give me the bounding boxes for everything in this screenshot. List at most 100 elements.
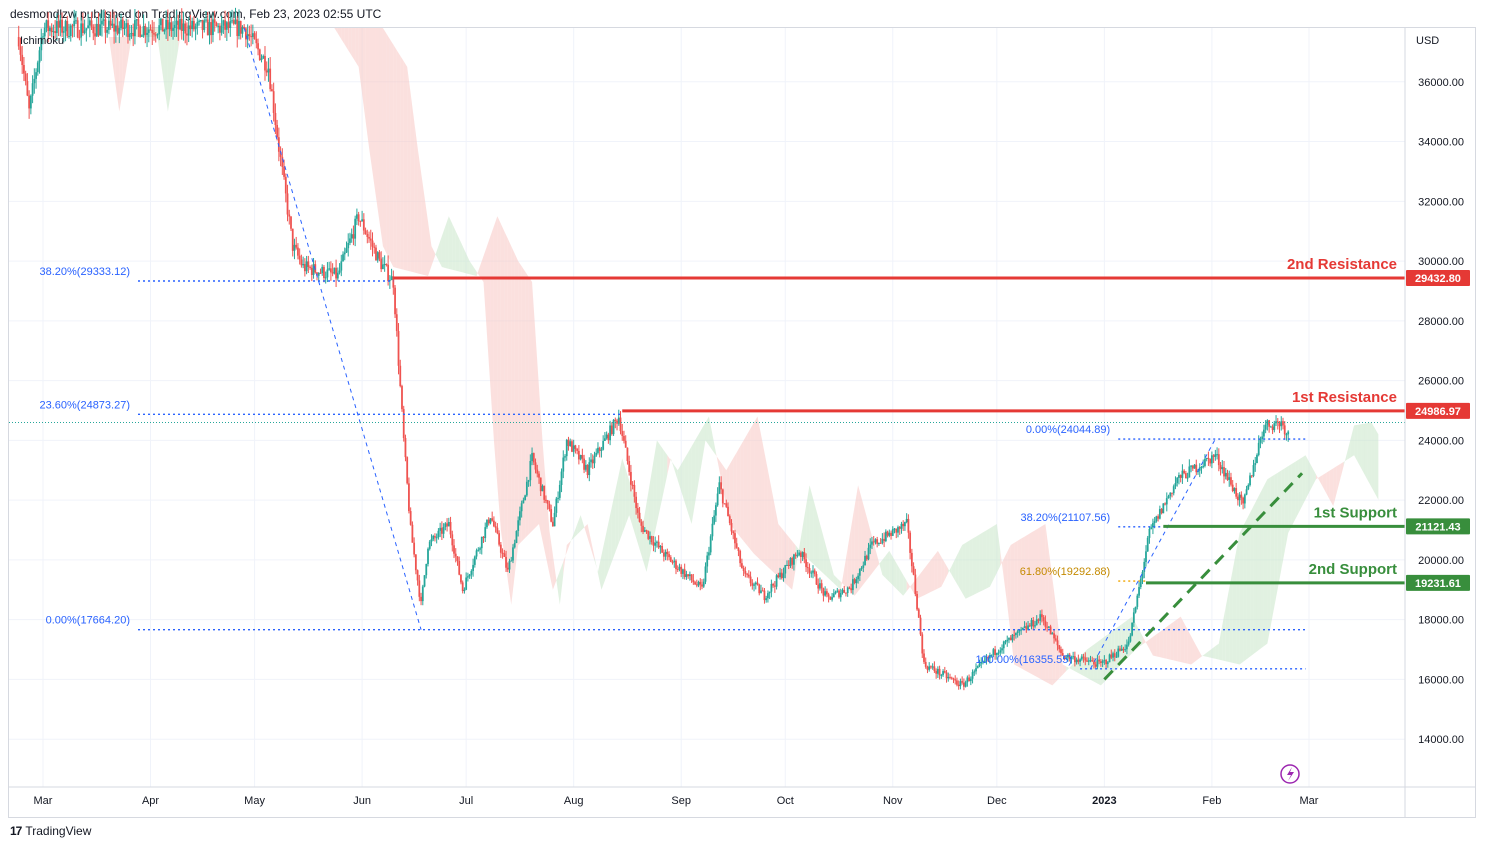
candle-body [954, 679, 957, 681]
candle-body [324, 277, 327, 279]
cloud-segment [178, 28, 182, 49]
candle-body [499, 544, 502, 553]
candle-body [362, 219, 365, 231]
cloud-segment [1243, 519, 1247, 662]
candle-body [890, 532, 892, 536]
cloud-segment [355, 28, 359, 67]
candle-body [864, 555, 866, 566]
candle-body [983, 660, 986, 662]
cloud-segment [937, 550, 942, 589]
candle-body [881, 538, 884, 543]
candle-body [928, 666, 931, 670]
candle-body [734, 533, 736, 544]
candle-body [61, 19, 63, 33]
candle-body [1217, 454, 1220, 466]
candle-body [83, 30, 86, 33]
lightning-icon[interactable] [1280, 764, 1300, 784]
cloud-segment [1003, 551, 1008, 605]
candle-body [248, 34, 251, 37]
cloud-segment [1031, 530, 1035, 676]
cloud-segment [698, 428, 703, 483]
cloud-segment [1017, 538, 1022, 669]
candle-body [40, 37, 43, 51]
cloud-segment [1180, 616, 1185, 663]
candle-body [1039, 614, 1042, 621]
cloud-segment [174, 28, 179, 70]
cloud-segment [611, 490, 616, 562]
candle-body [428, 541, 431, 549]
cloud-segment [493, 216, 498, 486]
candle-body [1200, 467, 1203, 469]
candle-body [997, 652, 1000, 654]
cloud-segment [538, 387, 543, 541]
candle-body [1056, 640, 1059, 646]
y-tick-label: 22000.00 [1418, 495, 1464, 507]
candle-body [1041, 614, 1043, 618]
y-tick-label: 36000.00 [1418, 77, 1464, 89]
brand-label[interactable]: TradingView [25, 824, 92, 838]
candle-body [767, 593, 769, 599]
candle-body [763, 590, 766, 601]
candle-body [366, 234, 369, 237]
cloud-segment [358, 28, 363, 94]
candle-body [1049, 626, 1052, 635]
candle-body [619, 417, 622, 432]
cloud-segment [1156, 631, 1160, 658]
candle-body [650, 536, 653, 543]
candle-body [118, 28, 121, 34]
candle-body [858, 568, 861, 576]
candle-body [68, 36, 70, 38]
cloud-segment [854, 485, 859, 596]
candle-body [475, 550, 478, 557]
candle-body [1006, 639, 1009, 642]
candle-body [579, 455, 582, 460]
candle-body [153, 33, 155, 35]
cloud-segment [1253, 499, 1257, 655]
candle-body [956, 680, 958, 685]
candle-body [784, 565, 787, 574]
candle-body [515, 530, 518, 543]
candle-body [747, 574, 750, 577]
candle-body [487, 519, 490, 524]
candle-body [454, 553, 457, 557]
candle-body [108, 20, 110, 30]
candle-body [210, 22, 213, 36]
cloud-segment [1236, 533, 1240, 665]
candle-body [368, 236, 370, 239]
cloud-segment [535, 334, 539, 528]
candle-body [1152, 523, 1154, 528]
candle-body [1129, 635, 1132, 642]
candle-body [338, 270, 341, 273]
candle-body [919, 617, 922, 635]
candle-body [661, 546, 664, 553]
candle-body [85, 28, 88, 31]
cloud-segment [830, 562, 834, 584]
candle-body [688, 574, 691, 577]
candle-body [746, 573, 749, 575]
candle-body [883, 538, 886, 542]
candle-body [685, 574, 688, 577]
candle-body [758, 584, 761, 594]
candle-body [822, 588, 825, 596]
candle-body [390, 276, 393, 281]
candle-body [1047, 626, 1050, 628]
chart-frame[interactable] [8, 27, 1476, 818]
candle-body [633, 485, 636, 497]
cloud-segment [410, 93, 415, 273]
candle-body [893, 528, 896, 530]
candle-body [342, 254, 344, 262]
candle-body [614, 419, 617, 421]
candle-body [64, 20, 67, 32]
cloud-segment [771, 488, 775, 574]
candle-body [340, 261, 343, 271]
x-tick-label: Feb [1202, 795, 1221, 807]
cloud-segment [400, 55, 404, 270]
candle-body [496, 527, 499, 534]
candle-body [1101, 660, 1104, 664]
cloud-segment [757, 416, 761, 561]
candle-body [649, 536, 651, 539]
cloud-segment [1281, 468, 1285, 570]
fib-label: 0.00%(24044.89) [1026, 424, 1110, 436]
candle-body [597, 447, 599, 453]
